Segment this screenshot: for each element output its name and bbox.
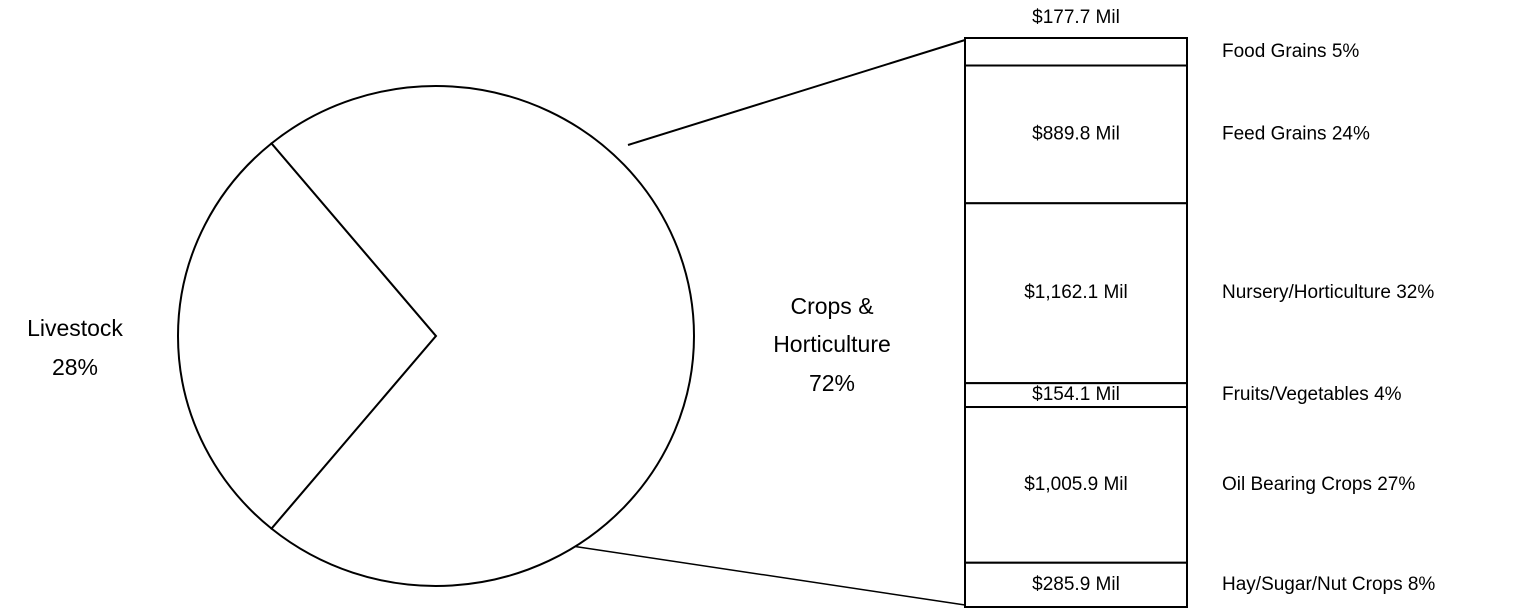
slice-value: 28%	[52, 354, 98, 380]
pie-slice	[177, 141, 438, 531]
segment-value: $154.1 Mil	[1032, 384, 1120, 405]
bar-segment	[964, 406, 1188, 564]
segment-value: $1,162.1 Mil	[1024, 282, 1128, 303]
pie-slice	[270, 85, 696, 587]
bar-segment	[964, 37, 1188, 67]
bar-segment	[964, 561, 1188, 609]
segment-value: $889.8 Mil	[1032, 123, 1120, 144]
segment-value: $285.9 Mil	[1032, 574, 1120, 595]
slice-label: Livestock	[27, 315, 123, 341]
connector	[627, 39, 966, 146]
bar-segment	[964, 64, 1188, 205]
segment-label: Food Grains 5%	[1222, 41, 1359, 62]
segment-label: Hay/Sugar/Nut Crops 8%	[1222, 574, 1435, 595]
segment-label: Fruits/Vegetables 4%	[1222, 384, 1402, 405]
slice-value: 72%	[809, 370, 855, 396]
segment-value: $1,005.9 Mil	[1024, 474, 1128, 495]
segment-label: Nursery/Horticulture 32%	[1222, 282, 1434, 303]
bar-segment	[964, 202, 1188, 385]
slice-label: Crops & Horticulture	[773, 293, 891, 357]
connector	[564, 544, 966, 606]
segment-label: Oil Bearing Crops 27%	[1222, 474, 1415, 495]
segment-value: $177.7 Mil	[1032, 7, 1120, 28]
segment-label: Feed Grains 24%	[1222, 123, 1370, 144]
